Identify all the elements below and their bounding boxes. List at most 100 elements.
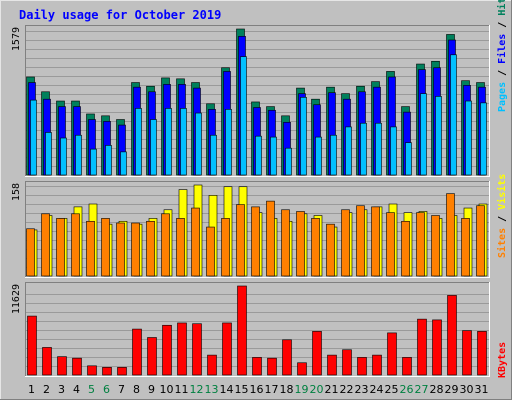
day-label-4: 4 [73,383,80,396]
bar-kbytes-day-5 [87,365,97,376]
bar-pages-day-31 [480,102,487,176]
day-label-28: 28 [430,383,444,396]
day-label-25: 25 [385,383,399,396]
ymax-label-kbytes: 11629 [11,284,22,314]
bar-kbytes-day-25 [387,332,397,376]
bar-kbytes-day-29 [447,295,457,376]
bar-pages-day-10 [165,108,172,176]
day-label-24: 24 [370,383,384,396]
legend-separator: / [497,64,508,82]
bar-sites-day-9 [146,220,155,277]
legend-entry-visits: Visits [496,174,508,210]
day-label-27: 27 [415,383,429,396]
chart-title: Daily usage for October 2019 [19,8,221,22]
bar-kbytes-day-24 [372,354,382,376]
ymax-label-hits-files-pages: 1579 [11,27,22,51]
day-label-11: 11 [175,383,189,396]
bar-kbytes-day-11 [177,322,187,376]
bar-kbytes-day-26 [402,357,412,376]
bar-pages-day-19 [300,97,307,176]
bar-kbytes-day-18 [282,339,292,376]
bar-kbytes-day-8 [132,328,142,376]
bar-kbytes-day-13 [207,354,217,376]
bar-pages-day-26 [405,142,412,176]
bar-sites-day-17 [266,200,275,277]
legend-kbytes: KBytes [497,342,508,378]
legend-entry-hits: Hits [496,0,508,16]
bar-pages-day-9 [150,119,157,176]
bar-kbytes-day-4 [72,357,82,376]
legend-visits-sites: Sites / Visits [496,174,508,258]
bar-sites-day-14 [221,218,230,277]
bar-pages-day-16 [255,135,262,176]
day-label-9: 9 [148,383,155,396]
bar-sites-day-27 [416,212,425,277]
bar-pages-day-12 [195,112,202,176]
bar-kbytes-day-15 [237,285,247,376]
bar-pages-day-29 [450,54,457,176]
bar-kbytes-day-22 [342,349,352,376]
bar-sites-day-2 [41,213,50,277]
legend-entry-pages: Pages [497,82,508,112]
bar-pages-day-2 [45,132,52,176]
bar-sites-day-28 [431,215,440,277]
bar-sites-day-6 [101,218,110,277]
bar-sites-day-25 [386,212,395,277]
bar-kbytes-day-6 [102,367,112,376]
bar-sites-day-26 [401,220,410,277]
bar-pages-day-1 [30,99,37,176]
day-label-29: 29 [445,383,459,396]
day-label-14: 14 [220,383,234,396]
bar-sites-day-11 [176,218,185,277]
day-label-30: 30 [460,383,474,396]
bar-kbytes-day-10 [162,324,172,376]
day-label-15: 15 [235,383,249,396]
bar-pages-day-22 [345,126,352,176]
panels-group: 1579 Pages / Files / Hits 158 Sites / Visit… [11,0,508,378]
bar-sites-day-12 [191,207,200,277]
bar-kbytes-day-20 [312,331,322,376]
bar-sites-day-5 [86,220,95,277]
day-label-13: 13 [205,383,219,396]
day-label-8: 8 [133,383,140,396]
day-label-1: 1 [28,383,35,396]
day-label-31: 31 [475,383,489,396]
bar-kbytes-day-9 [147,337,157,376]
legend-entry-kbytes: KBytes [497,342,508,378]
bar-sites-day-1 [26,228,35,277]
bar-kbytes-day-17 [267,357,277,376]
bar-pages-day-7 [120,151,127,176]
day-label-21: 21 [325,383,339,396]
bar-pages-day-13 [210,134,217,176]
legend-separator: / [497,210,508,228]
bar-kbytes-day-30 [462,330,472,376]
bar-kbytes-day-1 [27,315,37,376]
bar-kbytes-day-7 [117,367,127,376]
bar-pages-day-4 [75,134,82,176]
legend-hits-files-pages: Pages / Files / Hits [496,0,508,112]
bar-sites-day-19 [296,211,305,277]
bar-pages-day-20 [315,136,322,176]
bar-kbytes-day-19 [297,362,307,376]
bar-pages-day-18 [285,147,292,176]
day-labels-group: 1 2 3 4 5 6 7 8 9 10 11 12 13 14 15 16 17 18 19 20 21 22 23 24 2… [28,383,489,396]
bar-kbytes-day-12 [192,323,202,376]
bar-sites-day-8 [131,222,140,277]
panel-kbytes: 11629 KBytes [11,282,508,378]
panel-visits-sites: 158 Sites / Visits [11,174,508,278]
bar-pages-day-15 [240,56,247,176]
day-label-7: 7 [118,383,125,396]
day-label-23: 23 [355,383,369,396]
bar-sites-day-23 [356,205,365,277]
legend-separator: / [497,16,508,34]
bar-pages-day-17 [270,136,277,176]
ymax-label-visits-sites: 158 [11,183,22,201]
day-label-10: 10 [160,383,174,396]
bar-pages-day-6 [105,145,112,176]
day-label-26: 26 [400,383,414,396]
bar-sites-day-16 [251,206,260,277]
day-label-22: 22 [340,383,354,396]
bar-pages-day-25 [390,126,397,176]
bar-pages-day-11 [180,108,187,176]
bar-kbytes-day-21 [327,354,337,376]
